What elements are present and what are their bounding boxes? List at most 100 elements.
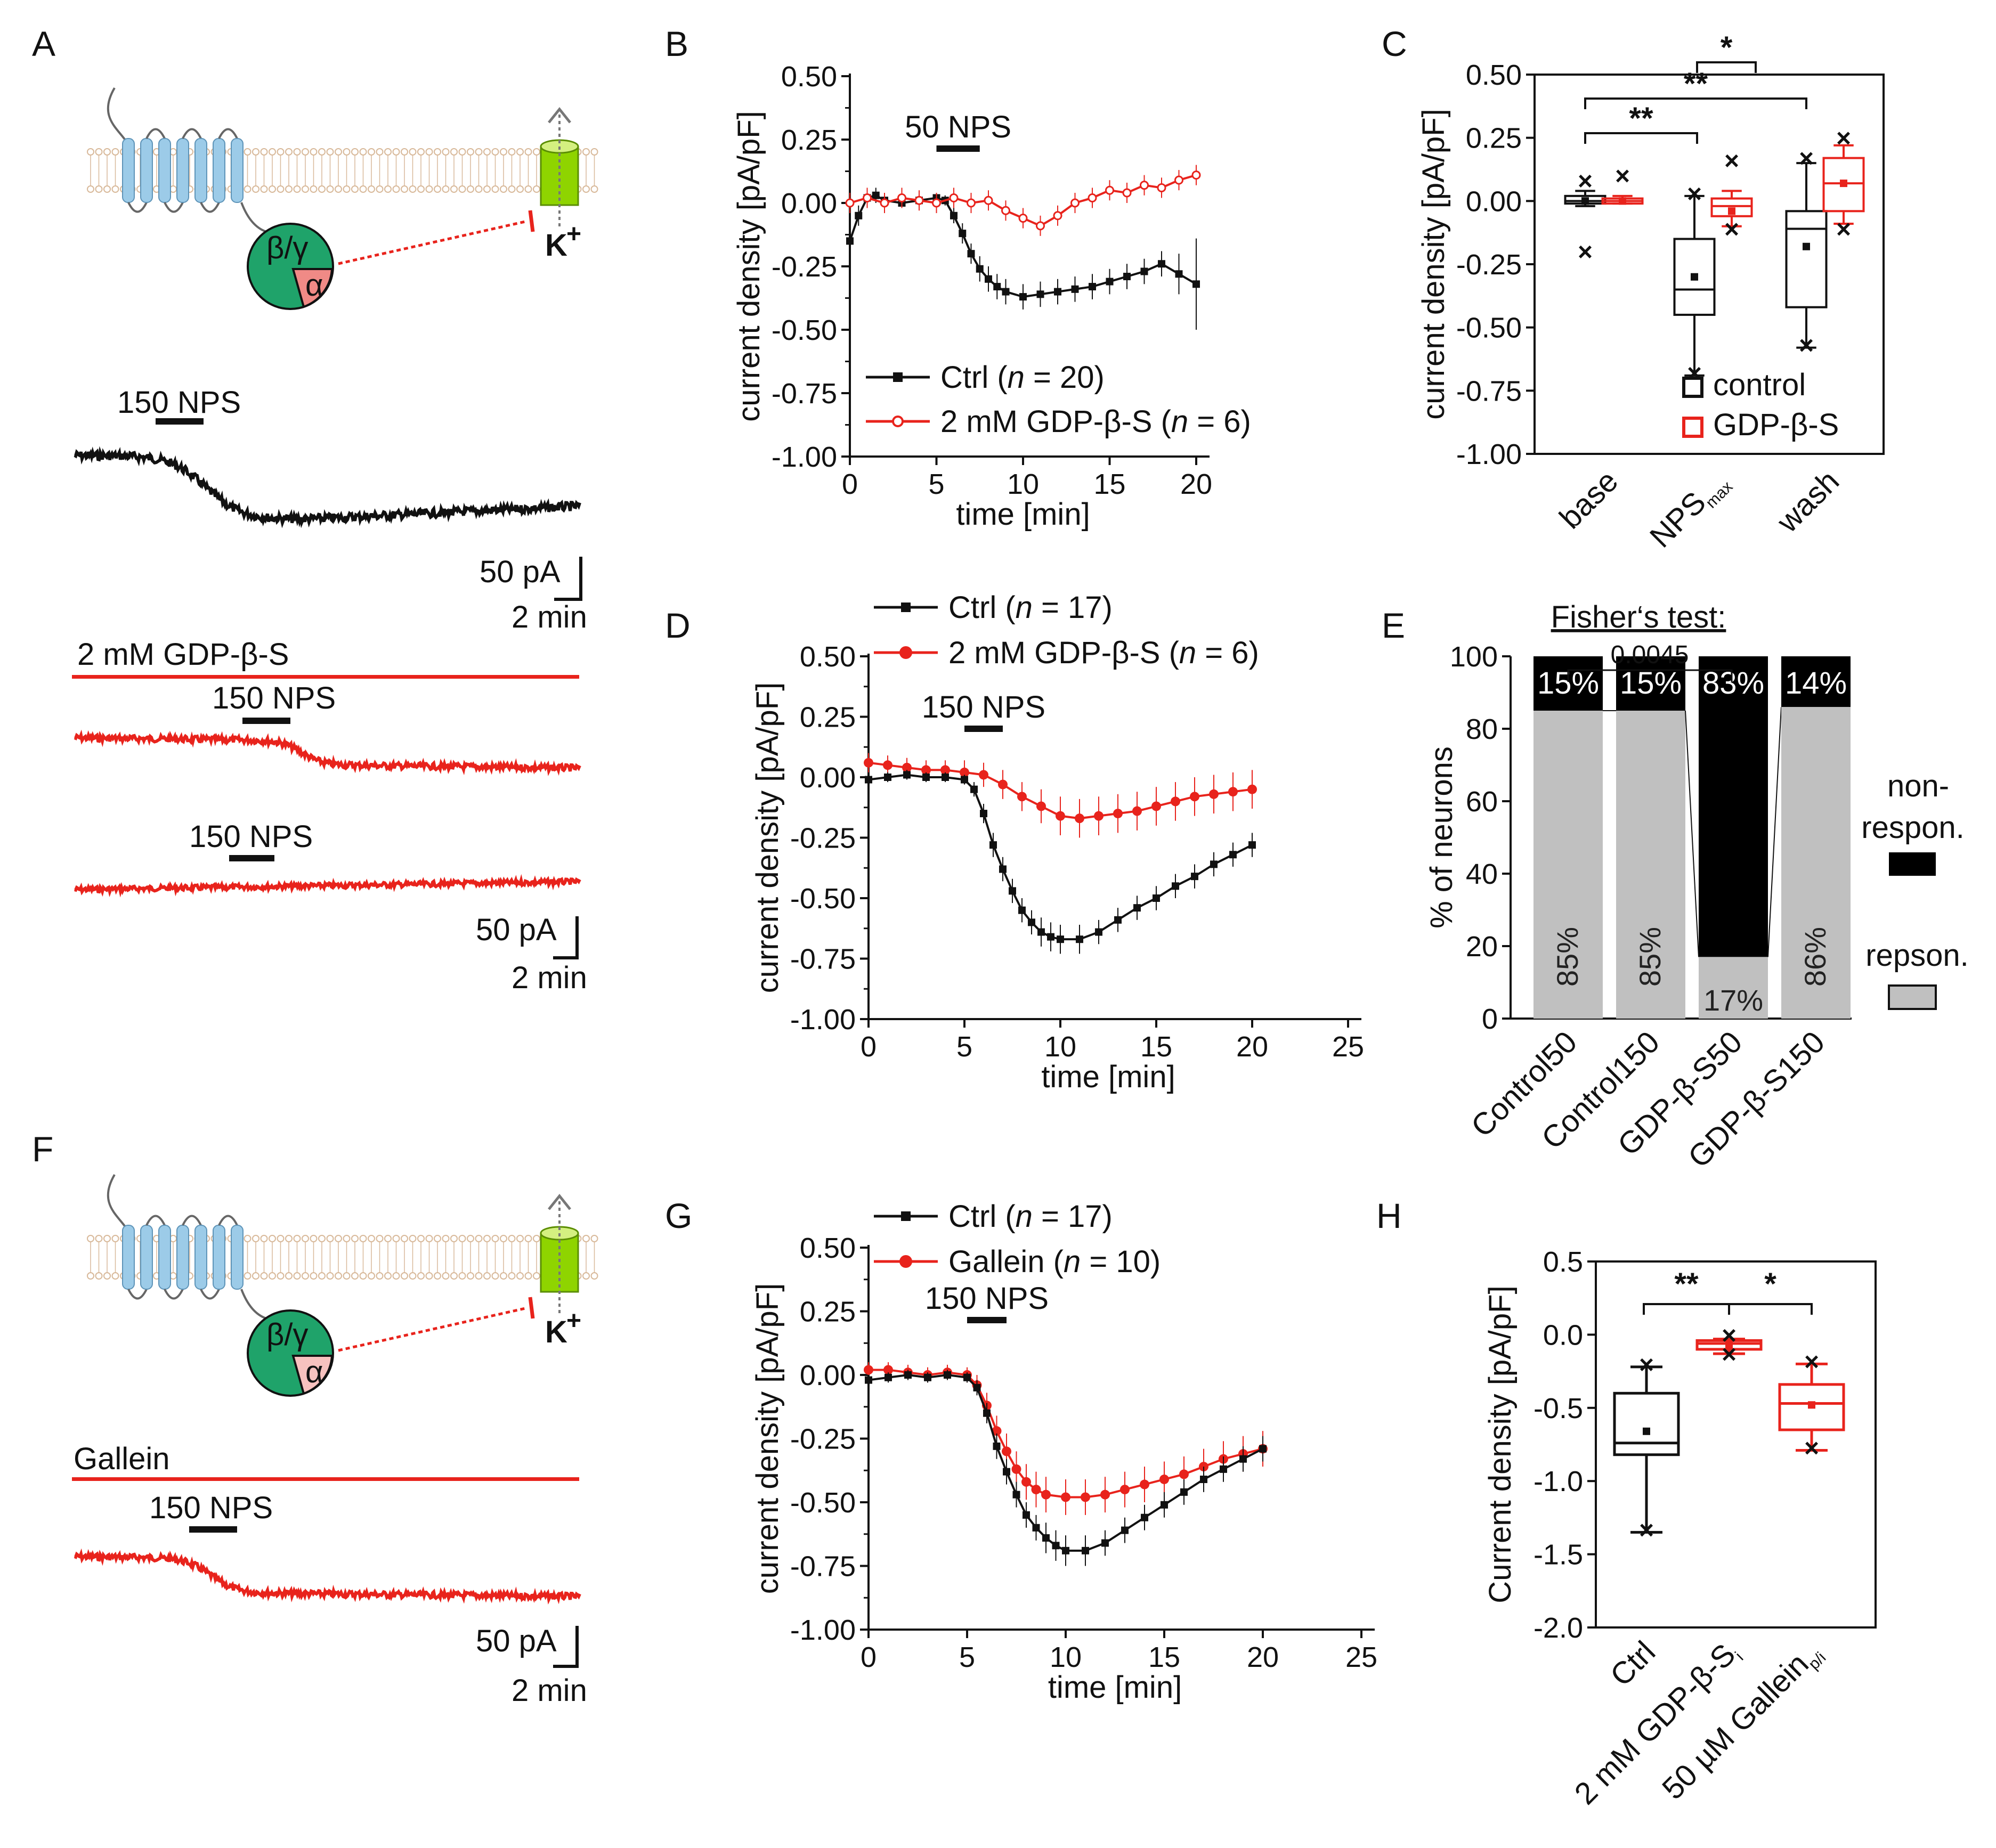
lipid-head — [582, 1235, 590, 1242]
data-point — [1113, 809, 1123, 819]
receptor-helix — [194, 138, 207, 203]
legend-label: repson. — [1865, 938, 1968, 973]
bar-responder — [1533, 711, 1603, 1019]
box-iqr — [1613, 1391, 1680, 1456]
data-point — [1036, 290, 1044, 298]
box-iqr — [1673, 238, 1716, 316]
y-tick-label: -0.75 — [1456, 375, 1522, 407]
lipid-head — [269, 185, 276, 193]
lipid-head — [244, 185, 251, 193]
outlier: × — [1639, 1351, 1654, 1379]
data-point — [1061, 1492, 1070, 1502]
lipid-head — [359, 185, 367, 193]
lipid-head — [351, 185, 359, 193]
y-tick-label: 20 — [1466, 931, 1498, 963]
lipid-head — [335, 185, 342, 193]
data-point — [1161, 1501, 1168, 1509]
lipid-head — [590, 148, 598, 156]
lipid-head — [343, 1272, 351, 1280]
receptor-helix — [140, 138, 153, 203]
y-tick-label: 0.25 — [800, 702, 856, 734]
lipid-head — [302, 185, 309, 193]
lipid-head — [516, 1272, 524, 1280]
y-axis-label: current density [pA/pF] — [750, 1283, 785, 1594]
lipid-head — [467, 185, 474, 193]
lipid-head — [500, 148, 507, 156]
data-point — [1042, 1534, 1050, 1542]
x-axis-label: time [min] — [1048, 1670, 1182, 1705]
lipid-head — [524, 148, 532, 156]
legend-marker — [1682, 377, 1703, 398]
x-tick-label: 25 — [1345, 1641, 1377, 1673]
outlier: × — [1799, 144, 1814, 173]
receptor-loop — [182, 1215, 202, 1226]
receptor-loop — [164, 202, 184, 213]
data-point — [1105, 185, 1114, 195]
legend-marker — [901, 1211, 911, 1221]
box-mean — [1725, 1341, 1733, 1349]
lipid-head — [508, 148, 516, 156]
x-tick-label: 10 — [1050, 1641, 1082, 1673]
lipid-head — [590, 1272, 598, 1280]
lipid-head — [111, 1272, 119, 1280]
lipid-head — [434, 1235, 441, 1242]
lipid-head — [87, 148, 94, 156]
k-flux-arrowhead — [548, 1193, 571, 1210]
lipid-head — [401, 148, 408, 156]
lipid-head — [384, 148, 392, 156]
data-point — [993, 1442, 1001, 1450]
trace3-gdp — [74, 874, 581, 898]
lipid-head — [111, 148, 119, 156]
data-point — [949, 193, 959, 202]
lipid-head — [491, 1235, 499, 1242]
receptor-loop — [218, 128, 238, 139]
y-tick-label: 0.25 — [1466, 123, 1522, 154]
data-point — [1190, 792, 1199, 802]
lipid-head — [285, 1235, 293, 1242]
data-point — [959, 230, 967, 238]
data-point — [1047, 933, 1054, 941]
y-tick-label: 80 — [1466, 713, 1498, 745]
inhibition-arrow — [338, 1306, 528, 1352]
lipid-head — [442, 148, 450, 156]
lipid-head — [425, 1272, 433, 1280]
data-point — [902, 762, 912, 772]
lipid-head — [458, 1235, 466, 1242]
k-ion-sup: + — [566, 1307, 581, 1335]
data-point — [1106, 278, 1114, 286]
box: ×× — [1710, 147, 1753, 243]
x-tick-label: 20 — [1236, 1031, 1268, 1063]
significance-label: ** — [1684, 67, 1708, 101]
y-tick-label: 0.00 — [1466, 185, 1522, 217]
x-tick-label: 20 — [1247, 1641, 1279, 1673]
lipid-head — [409, 185, 417, 193]
outlier: × — [1578, 167, 1593, 196]
lipid-head — [269, 1235, 276, 1242]
lipid-head — [95, 148, 103, 156]
receptor-loop — [127, 202, 148, 213]
lipid-head — [475, 185, 483, 193]
data-point — [885, 1373, 892, 1381]
data-point — [998, 779, 1008, 789]
lipid-head — [409, 1272, 417, 1280]
x-tick-label: 15 — [1093, 468, 1125, 500]
lipid-head — [351, 1235, 359, 1242]
box: ×× — [1695, 1322, 1763, 1369]
lipid-head — [244, 1272, 251, 1280]
lipid-head — [252, 148, 259, 156]
chart-c: C 0.50 0.25 0.00 -0.25 -0.50 -0.75 -1.00current… — [1382, 24, 1885, 555]
data-point — [1018, 214, 1028, 223]
data-point — [1174, 175, 1183, 185]
significance-label: ** — [1629, 101, 1653, 136]
lipid-head — [384, 1235, 392, 1242]
chart-h: H 0.5 0.0 -0.5 -1.0 -1.5 -2.0 Current density [… — [1376, 1196, 1877, 1811]
lipid-head — [442, 1235, 450, 1242]
lipid-head — [269, 148, 276, 156]
data-point — [1081, 1492, 1090, 1502]
legend-label: GDP-β-S — [1713, 408, 1839, 442]
lipid-head — [417, 185, 425, 193]
box: ×× — [1673, 180, 1716, 388]
lipid-head — [533, 185, 540, 193]
data-point — [1011, 1464, 1021, 1474]
lipid-head — [425, 185, 433, 193]
